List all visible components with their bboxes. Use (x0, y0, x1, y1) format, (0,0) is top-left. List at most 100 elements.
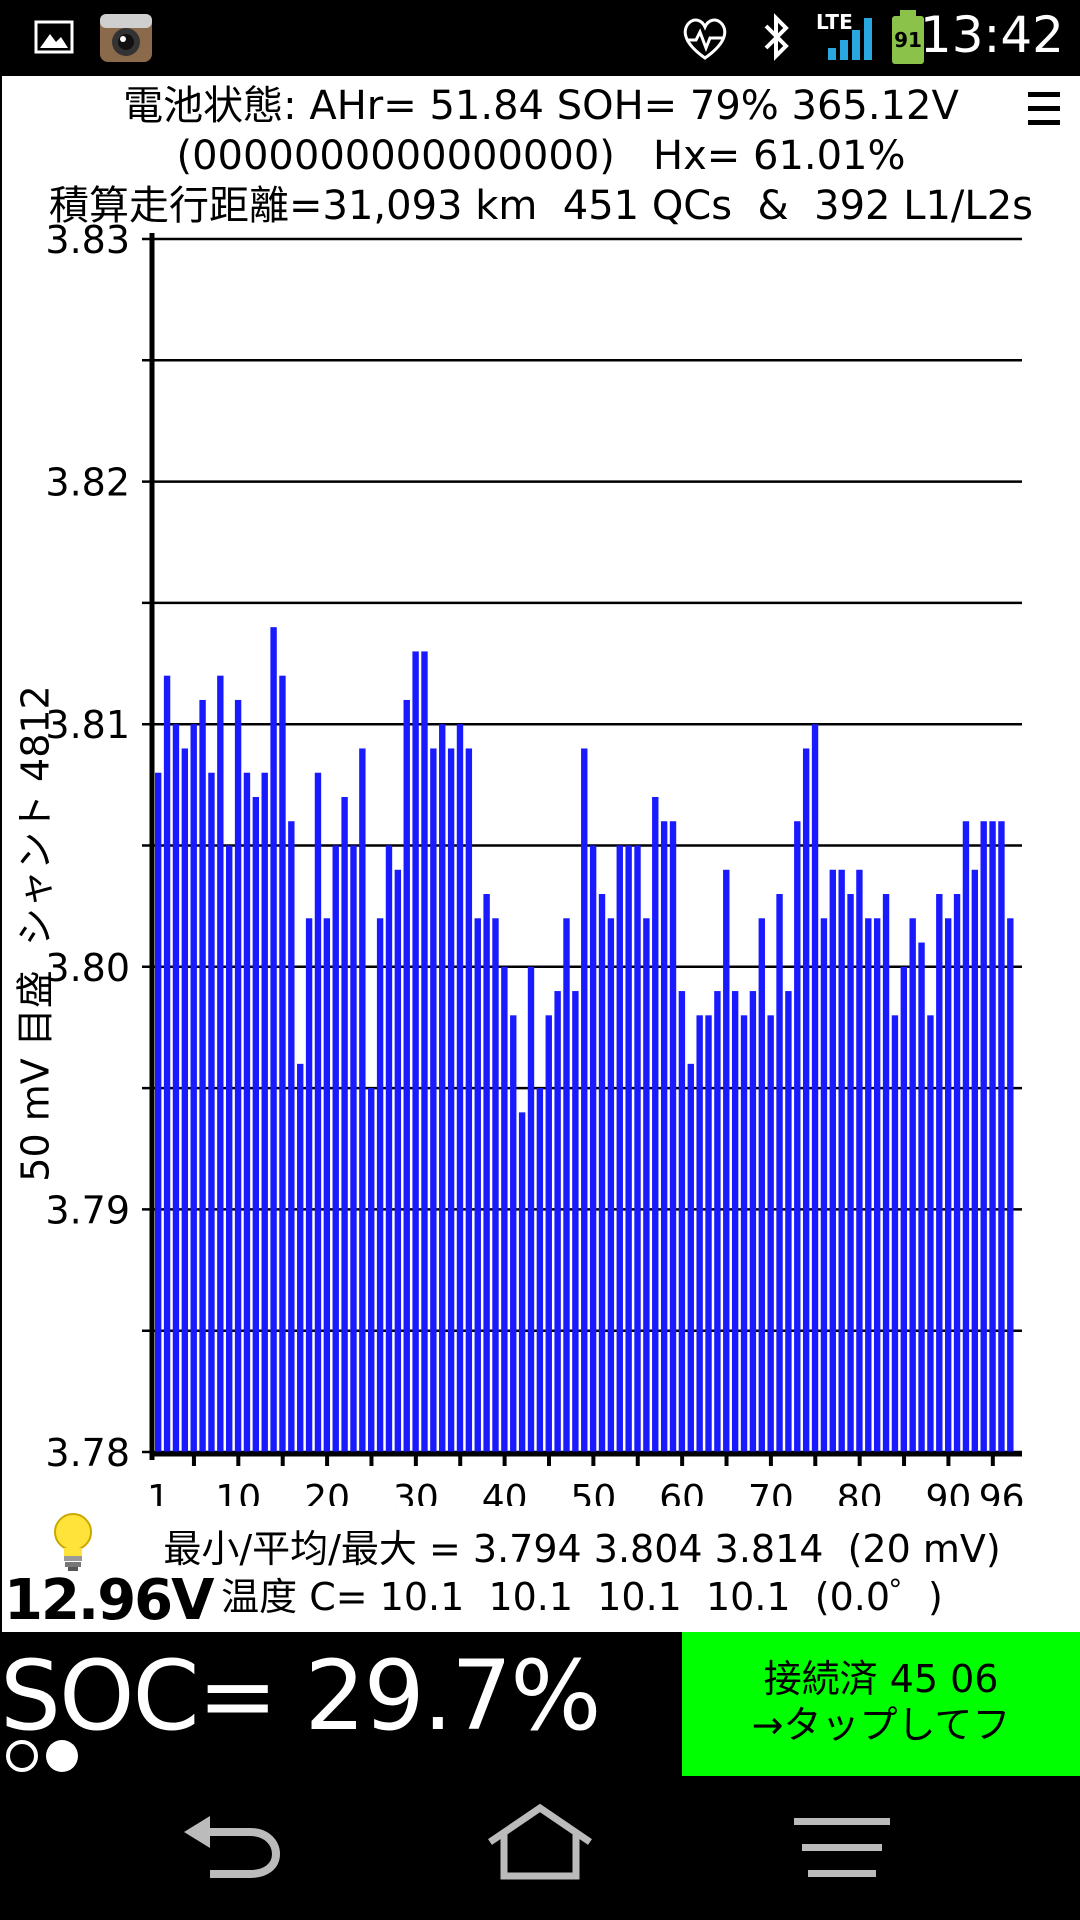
bar (785, 991, 792, 1452)
bar (927, 1015, 934, 1452)
bar (634, 845, 641, 1452)
y-axis-label: 50 mV 目盛 シャント 4812 (13, 685, 58, 1182)
bar (332, 845, 339, 1452)
bar (341, 796, 348, 1452)
lte-label: LTE (816, 10, 853, 34)
temperature-stats: 温度 C= 10.1 10.1 10.1 10.1 (0.0゜) (221, 1575, 943, 1619)
cell-voltage-chart: 3.83 3.82 3.81 3.80 3.79 3.78 1 10 20 30 40 50 60 70 8… (45, 218, 1024, 1506)
bar (811, 724, 819, 1452)
aux-battery-voltage: 12.96V (4, 1568, 214, 1633)
bar (572, 991, 579, 1452)
bar (474, 918, 481, 1452)
bar (740, 1015, 748, 1452)
y-tick-label: 3.78 (45, 1431, 130, 1475)
connection-status-button[interactable]: 接続済 45 06 →タップしてフ (682, 1632, 1080, 1776)
bar (882, 894, 890, 1452)
heart-rate-icon (683, 18, 727, 60)
navigation-bar (0, 1782, 1080, 1920)
status-bar: LTE 91 13:42 (0, 0, 1080, 76)
bar (501, 966, 508, 1452)
bar (944, 918, 952, 1452)
bar (696, 1015, 703, 1452)
connection-tap-hint: →タップしてフ (751, 1703, 1011, 1747)
light-bulb-icon[interactable] (50, 1510, 96, 1574)
bar (518, 1112, 526, 1452)
bar (394, 869, 402, 1452)
y-tick-label: 3.79 (45, 1188, 130, 1232)
bar (483, 894, 490, 1452)
soc-bar: SOC= 29.7% 接続済 45 06 →タップしてフ (0, 1632, 1080, 1782)
y-tick-label: 3.80 (45, 946, 130, 990)
bar (669, 821, 677, 1452)
bar (554, 991, 561, 1452)
bar (199, 699, 206, 1452)
bar (980, 821, 987, 1452)
bar (545, 1015, 552, 1452)
header-odometer: 積算走行距離=31,093 km 451 QCs & 392 L1/L2s (49, 183, 1033, 229)
home-icon[interactable] (484, 1802, 596, 1882)
x-tick-label: 10 (215, 1478, 261, 1506)
bar (687, 1063, 694, 1452)
bar (856, 869, 863, 1452)
bar (900, 966, 907, 1452)
overflow-menu-icon[interactable] (1028, 92, 1060, 134)
bar (155, 772, 162, 1452)
bar (794, 821, 801, 1452)
bar (403, 699, 410, 1452)
bar (758, 918, 765, 1452)
x-tick-label: 90 (926, 1478, 972, 1506)
bar (510, 1015, 517, 1452)
bar (190, 724, 197, 1452)
bar (589, 845, 597, 1452)
bar (838, 869, 845, 1452)
bar (749, 991, 757, 1452)
bar (714, 991, 721, 1452)
x-tick-label: 60 (659, 1478, 705, 1506)
page-indicator-icon (6, 1740, 78, 1772)
back-icon[interactable] (180, 1812, 284, 1882)
bar (243, 772, 251, 1452)
bar (226, 845, 233, 1452)
bar (376, 918, 384, 1452)
menu-icon[interactable] (794, 1812, 890, 1882)
bar (873, 918, 881, 1452)
battery-level-label: 91 (894, 28, 922, 52)
bar (909, 918, 916, 1452)
bar (252, 796, 260, 1452)
header-hx: (0000000000000000) Hx= 61.01% (176, 133, 906, 179)
bar (421, 651, 428, 1452)
bar (643, 918, 650, 1452)
bar (581, 748, 588, 1452)
header-battery-status: 電池状態: AHr= 51.84 SOH= 79% 365.12V (123, 83, 959, 129)
bar (456, 724, 464, 1452)
bar (829, 869, 836, 1452)
bar (323, 918, 331, 1452)
soc-value: SOC= 29.7% (0, 1640, 601, 1752)
bar (616, 845, 623, 1452)
bar (439, 724, 446, 1452)
bar (492, 918, 499, 1452)
bar (1007, 918, 1014, 1452)
bar (527, 966, 535, 1452)
x-tick-label: 30 (393, 1478, 439, 1506)
bar (723, 869, 730, 1452)
bar (163, 675, 171, 1452)
bar (962, 821, 970, 1452)
bar (305, 918, 313, 1452)
bar (767, 1015, 774, 1452)
bar (820, 918, 828, 1452)
bar (465, 748, 473, 1452)
x-tick-label: 70 (748, 1478, 794, 1506)
bar (447, 748, 455, 1452)
x-tick-label: 20 (304, 1478, 350, 1506)
bar (625, 845, 632, 1452)
bar (847, 894, 854, 1452)
bar (368, 1088, 375, 1452)
bar (181, 748, 189, 1452)
bar (660, 821, 668, 1452)
y-tick-label: 3.83 (45, 218, 130, 262)
bar (705, 1015, 712, 1452)
bar (936, 894, 943, 1452)
bar (971, 869, 979, 1452)
bar (412, 651, 419, 1452)
